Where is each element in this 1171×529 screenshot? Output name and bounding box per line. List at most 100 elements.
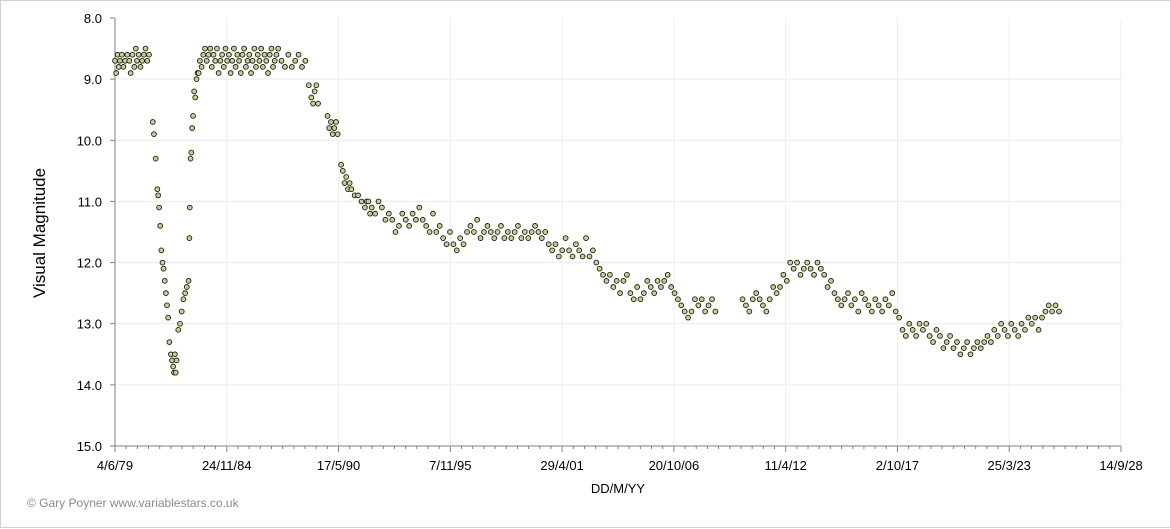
data-point: [341, 180, 348, 186]
data-point: [126, 57, 133, 64]
data-point: [220, 64, 227, 70]
data-point: [457, 235, 464, 241]
data-point: [1015, 333, 1022, 339]
data-point: [190, 112, 196, 119]
data-point: [232, 64, 239, 70]
data-point: [542, 229, 549, 235]
data-point: [260, 64, 266, 70]
data-point: [916, 320, 923, 327]
data-point: [365, 198, 372, 205]
data-point: [947, 333, 953, 339]
data-point: [790, 265, 797, 272]
data-point: [484, 223, 491, 229]
data-point: [278, 57, 285, 64]
data-point: [749, 296, 756, 303]
data-point: [161, 278, 168, 284]
data-point: [158, 247, 165, 254]
data-point: [226, 51, 232, 58]
data-point: [208, 64, 215, 70]
data-point: [362, 204, 368, 211]
data-point: [338, 161, 344, 168]
data-point: [402, 216, 409, 223]
data-point: [569, 253, 576, 260]
data-point: [515, 223, 521, 229]
grid: [115, 18, 1122, 446]
data-point: [739, 296, 746, 303]
y-axis-title: Visual Magnitude: [30, 168, 49, 298]
data-point: [1011, 326, 1018, 333]
x-tick-label: 25/3/23: [988, 458, 1031, 473]
data-point: [185, 278, 192, 284]
data-point: [207, 45, 214, 52]
data-point: [198, 64, 205, 70]
data-point: [981, 339, 988, 345]
data-point: [191, 88, 197, 95]
data-point: [343, 174, 350, 180]
data-point: [224, 57, 231, 64]
data-point: [1028, 320, 1035, 327]
data-point: [324, 112, 331, 119]
data-point: [647, 284, 654, 290]
data-point: [460, 241, 467, 248]
data-point: [559, 247, 566, 254]
data-point: [879, 308, 885, 315]
x-axis-title: DD/M/YY: [591, 481, 646, 496]
data-point: [205, 51, 212, 58]
data-point: [140, 51, 147, 58]
data-point: [426, 229, 433, 235]
data-point: [845, 290, 851, 296]
data-point: [236, 57, 242, 64]
data-point: [593, 259, 600, 266]
data-point: [920, 326, 926, 333]
data-point: [960, 345, 967, 352]
data-point: [119, 51, 125, 58]
data-point: [746, 308, 753, 315]
data-point: [368, 204, 375, 211]
data-point: [882, 296, 889, 303]
data-point: [315, 100, 321, 107]
data-point: [525, 235, 532, 241]
data-point: [991, 326, 998, 333]
data-point: [828, 278, 834, 284]
data-point: [800, 265, 807, 272]
data-point: [1018, 320, 1025, 327]
data-point: [186, 204, 193, 211]
data-point: [244, 57, 251, 64]
data-point: [132, 45, 139, 52]
data-point: [285, 51, 292, 58]
data-point: [379, 204, 385, 211]
data-point: [885, 302, 892, 309]
data-point: [112, 57, 118, 64]
data-point: [787, 259, 794, 266]
data-point: [1052, 302, 1059, 309]
data-point: [299, 64, 305, 70]
data-point: [358, 198, 365, 205]
data-point: [263, 57, 270, 64]
data-point: [399, 210, 406, 217]
data-point: [1039, 314, 1045, 321]
data-point: [239, 51, 246, 58]
data-point: [1035, 326, 1042, 333]
data-point: [488, 229, 494, 235]
data-point: [1005, 333, 1011, 339]
data-point: [518, 235, 525, 241]
data-point: [896, 314, 902, 321]
axes: [110, 17, 1122, 452]
data-point: [163, 290, 169, 296]
data-point: [193, 76, 200, 82]
data-point: [268, 45, 275, 52]
data-point: [491, 235, 498, 241]
data-point: [392, 229, 399, 235]
data-point: [154, 186, 161, 193]
data-point: [265, 70, 271, 76]
data-point: [328, 119, 334, 125]
data-point: [149, 119, 156, 125]
data-point: [753, 290, 760, 296]
data-point: [498, 223, 504, 229]
data-point: [954, 339, 960, 345]
data-point: [389, 216, 396, 223]
data-point: [1045, 302, 1052, 309]
data-point: [135, 51, 142, 58]
